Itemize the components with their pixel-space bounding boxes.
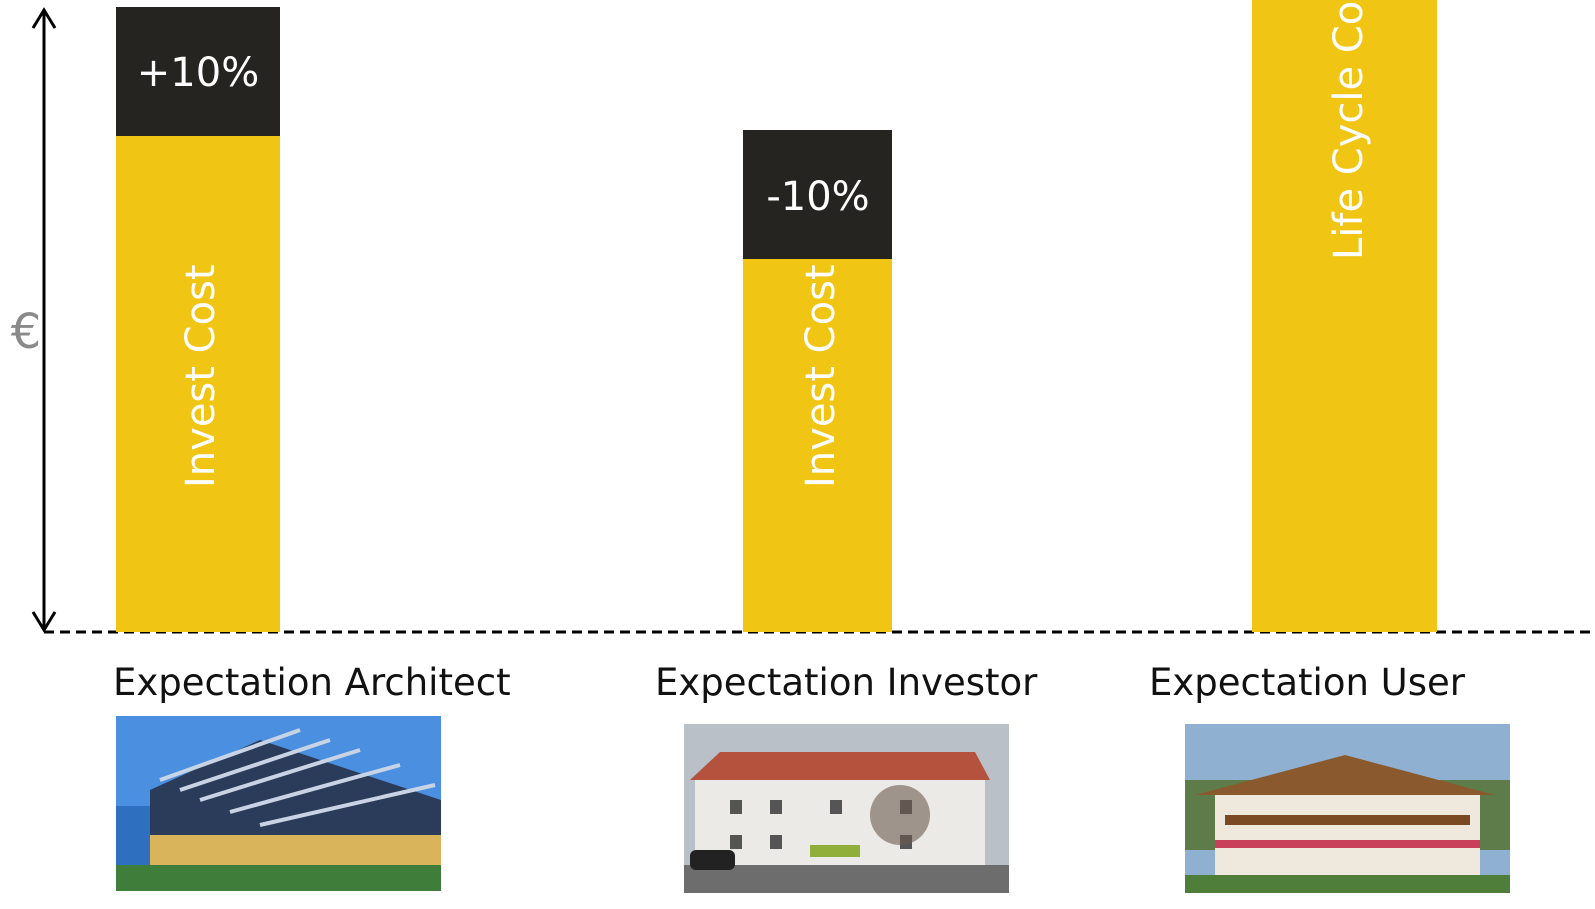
bar-base-text: Invest Cost <box>798 264 844 488</box>
bar-base-text: Invest Cost <box>178 264 224 488</box>
bar-base <box>743 259 892 632</box>
photo-user <box>1185 724 1510 893</box>
bar-top <box>743 130 892 259</box>
photo-investor <box>684 724 1009 893</box>
bar-top-text: -10% <box>766 174 869 220</box>
arrow-head <box>31 7 57 29</box>
bar-top-text: +10% <box>137 50 259 96</box>
axis-label: € <box>11 304 42 360</box>
bar-base-text: Life Cycle Cost <box>1326 0 1372 260</box>
column-label: Expectation User <box>1149 661 1466 704</box>
column-label: Expectation Architect <box>113 661 511 704</box>
arrow-head <box>31 611 57 633</box>
bar-base <box>116 136 280 632</box>
column-label: Expectation Investor <box>655 661 1038 704</box>
bar-top <box>116 7 280 136</box>
bar-base <box>1252 0 1437 632</box>
photo-architect <box>116 716 441 891</box>
